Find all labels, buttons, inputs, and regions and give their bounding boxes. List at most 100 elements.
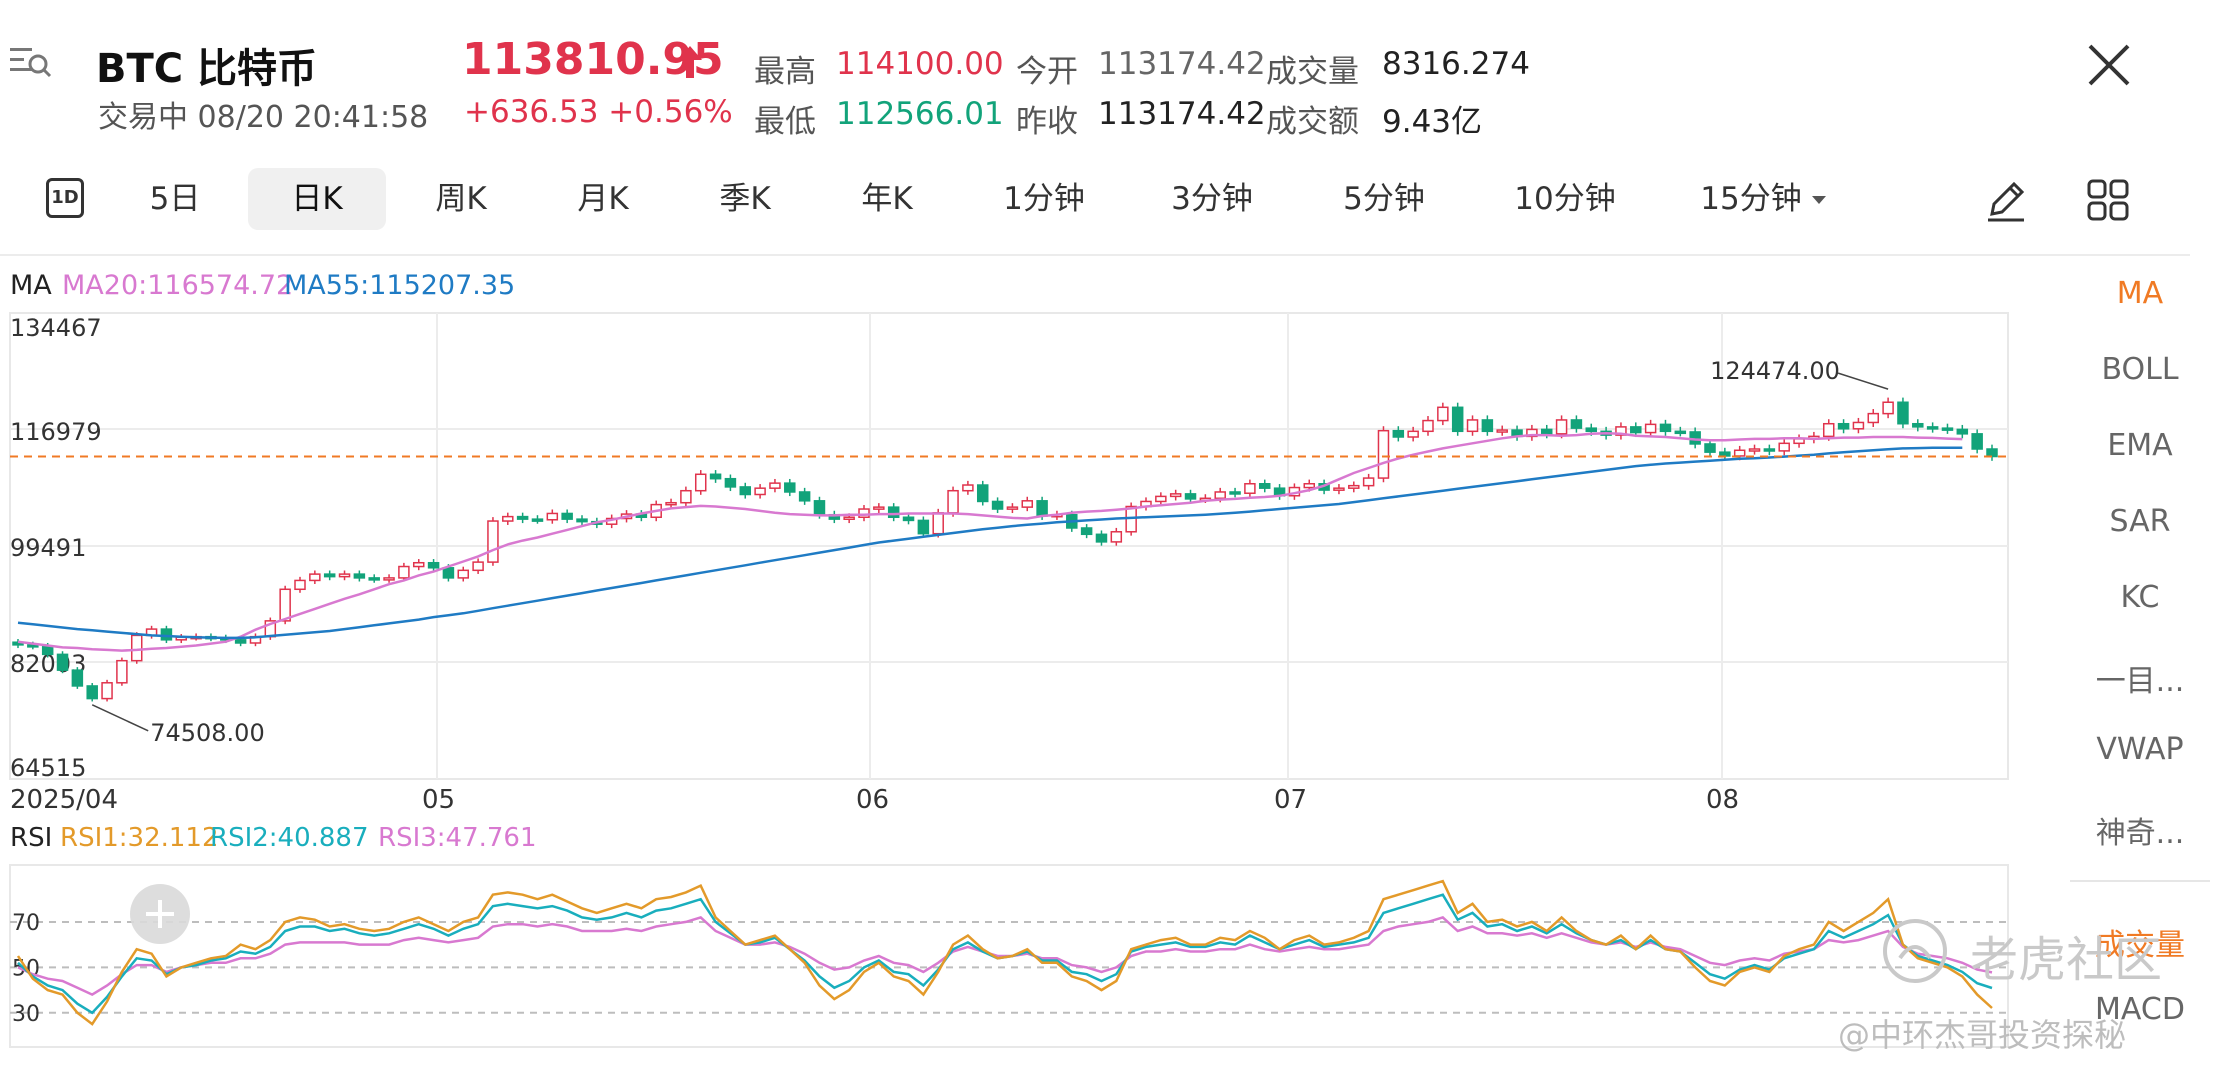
tab-5min[interactable]: 5分钟 (1343, 181, 1425, 217)
side-item-ma[interactable]: MA (2116, 276, 2164, 311)
candle-body (502, 515, 514, 522)
candle-body (991, 500, 1004, 510)
candle-body (1155, 495, 1167, 503)
candle-body (1704, 443, 1716, 453)
tab-yearly-k[interactable]: 年K (861, 181, 913, 217)
candle-body (1555, 419, 1568, 435)
candle-body (1763, 448, 1776, 452)
y-tick-label: 116979 (10, 418, 102, 446)
candle-body (323, 573, 336, 578)
tab-10min[interactable]: 10分钟 (1514, 181, 1616, 217)
quote-label-volume: 成交量 (1266, 54, 1359, 90)
legend-ma20: MA20:116574.72 (62, 270, 293, 301)
grid-layout-icon[interactable] (2086, 178, 2130, 222)
period-tab-bar: 1D 5日 日K 周K 月K 季K 年K 1分钟 3分钟 5分钟 10分钟 15… (0, 168, 2190, 248)
candle-body (487, 520, 499, 563)
tab-1min[interactable]: 1分钟 (1003, 181, 1085, 217)
quote-value-low: 112566.01 (836, 96, 1004, 132)
side-item-boll[interactable]: BOLL (2101, 352, 2179, 387)
dropdown-arrow-icon[interactable] (1810, 194, 1828, 206)
candle-body (71, 669, 84, 687)
candle-body (665, 501, 677, 506)
rsi-tick-label: 70 (12, 911, 40, 936)
candle-body (858, 508, 870, 518)
candle-body (798, 491, 811, 502)
side-item-macd[interactable]: MACD (2095, 992, 2185, 1027)
candle-body (472, 561, 484, 572)
quote-label-high: 最高 (754, 54, 816, 90)
quote-value-turnover: 9.43亿 (1382, 104, 1483, 140)
side-item-magic[interactable]: 神奇... (2095, 816, 2185, 851)
candle-body (1392, 429, 1405, 438)
main-indicator-title[interactable]: MA (10, 270, 52, 301)
y-tick-label: 134467 (10, 314, 102, 342)
legend-rsi2: RSI2:40.887 (210, 823, 369, 853)
tab-daily-k[interactable]: 日K (248, 168, 386, 230)
candle-body (234, 639, 247, 644)
candle-body (1837, 422, 1850, 430)
side-item-ema[interactable]: EMA (2107, 428, 2173, 463)
candle-body (353, 573, 366, 579)
candle-body (1689, 431, 1701, 445)
watermark-brand: 老虎社区 (1970, 932, 2163, 988)
candle-body (887, 506, 900, 518)
candle-body (1095, 533, 1108, 543)
candle-body (130, 634, 143, 662)
tab-quarterly-k[interactable]: 季K (719, 181, 771, 217)
tab-15min[interactable]: 15分钟 (1700, 181, 1802, 217)
tab-monthly-k[interactable]: 月K (577, 181, 629, 217)
candle-body (516, 515, 529, 520)
side-item-ichimoku[interactable]: 一目... (2095, 664, 2185, 699)
rsi1-line (16, 879, 1993, 1026)
candle-body (1540, 428, 1553, 435)
candle-body (427, 561, 440, 569)
up-arrow-icon (678, 46, 702, 78)
y-tick-label: 64515 (10, 754, 86, 782)
candle-body (1674, 430, 1687, 435)
quote-value-prev-close: 113174.42 (1098, 96, 1266, 132)
y-tick-label: 99491 (10, 534, 86, 562)
rsi2-line (17, 893, 1993, 1015)
rsi-indicator-title[interactable]: RSI (10, 823, 52, 853)
candle-body (1110, 531, 1123, 543)
close-icon[interactable] (2086, 42, 2132, 88)
x-tick-label: 05 (422, 785, 455, 815)
tab-weekly-k[interactable]: 周K (435, 181, 487, 217)
quote-value-open: 113174.42 (1098, 46, 1266, 82)
side-item-volume[interactable]: 成交量 (2095, 928, 2185, 963)
candle-body (1659, 423, 1672, 433)
candle-body (1822, 422, 1835, 438)
candle-body (784, 482, 796, 493)
draw-pen-icon[interactable] (1982, 176, 2030, 224)
add-indicator-button[interactable] (130, 884, 190, 944)
symbol-title: BTC 比特币 (96, 46, 318, 92)
price-chart[interactable]: MA MA20:116574.72 MA55:115207.35 134467 … (0, 256, 2040, 1080)
x-tick-label: 08 (1706, 785, 1739, 815)
candle-body (813, 500, 826, 516)
candle-body (1080, 527, 1093, 536)
candle-body (531, 518, 544, 522)
side-item-vwap[interactable]: VWAP (2096, 732, 2184, 767)
tab-3min[interactable]: 3分钟 (1171, 181, 1253, 217)
low-annotation-leader (91, 704, 149, 732)
candle-body (1021, 500, 1034, 508)
x-tick-label: 06 (856, 785, 889, 815)
candle-body (1630, 426, 1642, 434)
day-period-icon[interactable]: 1D (46, 178, 84, 218)
candlestick-series (12, 397, 1998, 702)
candle-body (412, 561, 425, 568)
candle-body (932, 512, 944, 535)
candle-body (56, 653, 69, 671)
candle-body (576, 518, 588, 523)
rsi-tick-label: 30 (12, 1002, 40, 1027)
candle-body (1303, 483, 1316, 489)
candle-body (843, 516, 855, 520)
candle-body (1570, 419, 1583, 429)
candle-body (1897, 401, 1909, 425)
side-item-kc[interactable]: KC (2120, 580, 2160, 615)
tiger-logo-icon (1883, 919, 1947, 983)
side-item-sar[interactable]: SAR (2109, 504, 2171, 539)
candle-body (1852, 421, 1865, 430)
menu-list-icon[interactable] (8, 42, 52, 84)
tab-5day[interactable]: 5日 (149, 181, 201, 217)
